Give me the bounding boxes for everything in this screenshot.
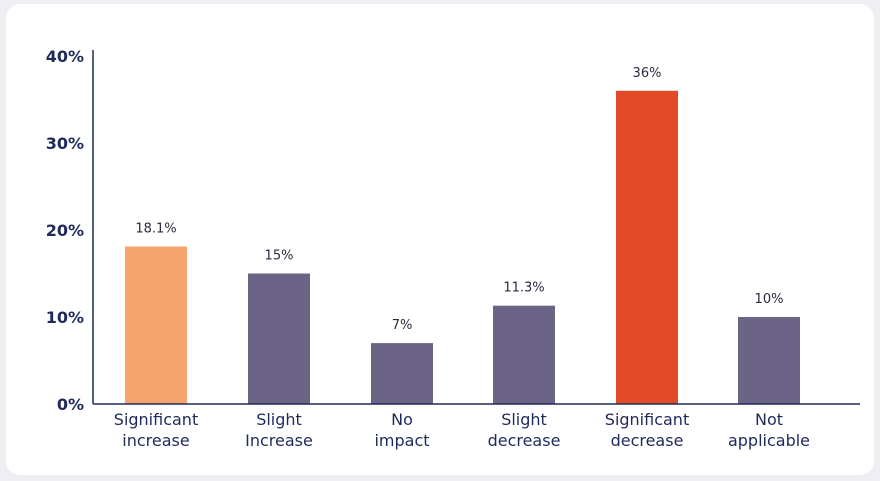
bar xyxy=(371,343,433,404)
y-tick-label: 30% xyxy=(46,134,84,153)
category-label-line: Significant xyxy=(114,410,198,429)
bar-value-label: 36% xyxy=(633,66,662,81)
bar-value-label: 10% xyxy=(755,292,784,307)
category-label-line: applicable xyxy=(728,431,810,450)
bar xyxy=(125,246,187,404)
category-label: Significant decrease xyxy=(605,410,689,450)
bar xyxy=(616,90,678,405)
y-axis-ticks: 0% 10% 20% 30% 40% xyxy=(46,47,84,414)
category-labels: Significant increase Slight Increase No impac… xyxy=(114,410,810,450)
bar xyxy=(738,317,800,404)
category-label-line: impact xyxy=(374,431,429,450)
category-label: Not applicable xyxy=(728,410,810,450)
category-label: Significant increase xyxy=(114,410,198,450)
y-tick-label: 10% xyxy=(46,308,84,327)
category-label: Slight Increase xyxy=(245,410,313,450)
category-label-line: No xyxy=(391,410,413,429)
y-tick-label: 0% xyxy=(57,395,84,414)
category-label-line: increase xyxy=(122,431,189,450)
category-label-line: Increase xyxy=(245,431,313,450)
bar xyxy=(493,305,555,404)
category-label-line: Not xyxy=(755,410,783,429)
category-label-line: Significant xyxy=(605,410,689,429)
bars xyxy=(125,90,800,405)
bar-value-label: 18.1% xyxy=(135,222,176,237)
bar-value-label: 11.3% xyxy=(503,281,544,296)
category-label-line: decrease xyxy=(611,431,684,450)
category-label: Slight decrease xyxy=(488,410,561,450)
bar xyxy=(248,273,310,404)
y-tick-label: 20% xyxy=(46,221,84,240)
category-label-line: decrease xyxy=(488,431,561,450)
category-label: No impact xyxy=(374,410,429,450)
bar-value-label: 7% xyxy=(392,318,413,333)
category-label-line: Slight xyxy=(256,410,302,429)
bar-value-label: 15% xyxy=(265,249,294,264)
category-label-line: Slight xyxy=(501,410,547,429)
data-labels: 18.1% 15% 7% 11.3% 36% 10% xyxy=(135,66,783,333)
y-tick-label: 40% xyxy=(46,47,84,66)
